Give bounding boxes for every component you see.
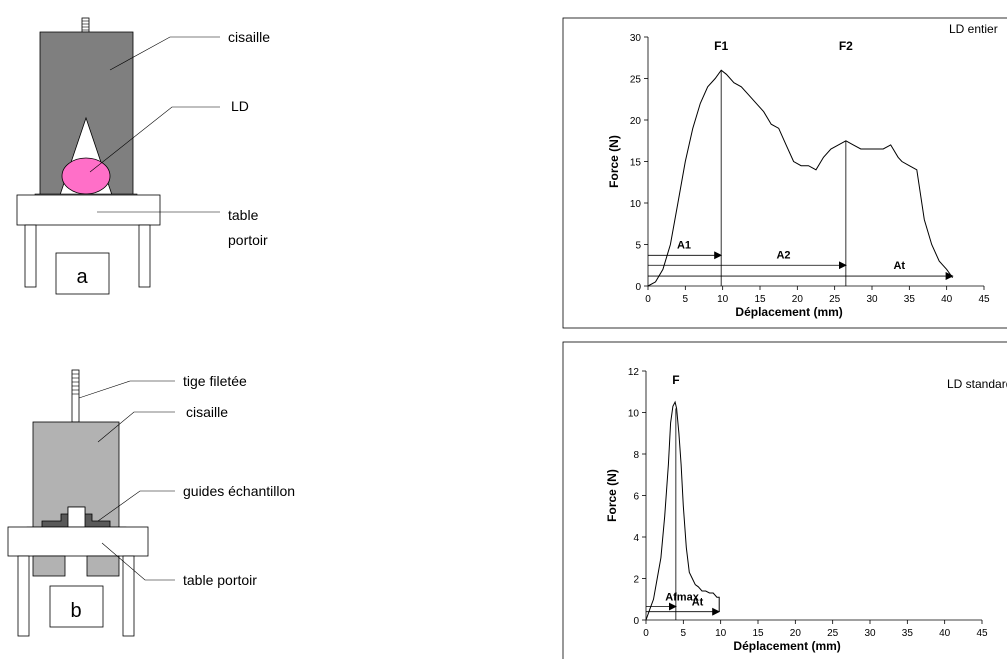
x-tick-label: 45: [976, 628, 988, 639]
x-tick-label: 20: [790, 628, 802, 639]
chart-ld-standardise: 0 2 4 6 8 10 12 0 5 10 15 20 25 30 35 40 45 Déplacement (…: [562, 341, 1007, 663]
y-tick-label: 0: [633, 616, 639, 627]
x-tick-label: 40: [941, 294, 953, 305]
arrow-label: At: [692, 597, 704, 609]
x-tick-label: 25: [829, 294, 841, 305]
y-axis-label: Force (N): [607, 135, 621, 188]
x-tick-label: 30: [864, 628, 876, 639]
chart-frame: [562, 17, 1007, 329]
y-tick-label: 0: [635, 282, 641, 293]
marker-label: F1: [714, 39, 728, 53]
label-ld-a: LD: [231, 98, 249, 114]
threaded-rod-b: [71, 369, 80, 423]
blade-lower-left-b: [32, 555, 66, 577]
panel-label-a: a: [76, 266, 88, 288]
x-tick-label: 25: [827, 628, 839, 639]
x-tick-label: 35: [904, 294, 916, 305]
x-tick-label: 0: [643, 628, 649, 639]
x-tick-label: 15: [754, 294, 766, 305]
marker-label: F2: [839, 39, 853, 53]
label-guides-b: guides échantillon: [183, 483, 295, 499]
leader-tige-b: [78, 380, 175, 399]
chart-title: LD standardise: [947, 377, 1007, 391]
table-leg-right-b: [122, 555, 135, 637]
arrow-label: Afmax: [665, 592, 700, 604]
chart-frame: [562, 341, 1007, 663]
leader-guides-b: [97, 490, 175, 522]
x-tick-label: 35: [902, 628, 914, 639]
y-tick-label: 10: [628, 409, 640, 420]
y-tick-label: 15: [630, 158, 642, 169]
x-tick-label: 5: [683, 294, 689, 305]
x-tick-label: 10: [717, 294, 729, 305]
label-cisaille-a: cisaille: [228, 29, 270, 45]
y-tick-label: 10: [630, 199, 642, 210]
x-tick-label: 20: [792, 294, 804, 305]
x-tick-label: 0: [645, 294, 651, 305]
threaded-rod-a: [81, 17, 90, 33]
sample-ld-ellipse: [61, 157, 111, 195]
y-tick-label: 30: [630, 33, 642, 44]
diagram-a: a cisaille LD table portoir: [16, 17, 270, 295]
chart-title: LD entier: [949, 22, 998, 36]
sample-block-b: [67, 506, 86, 529]
chart-ld-entier: 0 5 10 15 20 25 30 0 5 10 15 20 25 30 35 40 45 Déplacemen…: [562, 17, 1007, 329]
y-tick-label: 4: [633, 533, 639, 544]
table-leg-right-a: [138, 224, 151, 288]
y-tick-label: 2: [633, 575, 639, 586]
arrow-label: A1: [677, 239, 691, 251]
y-axis-label: Force (N): [605, 469, 619, 522]
marker-label: F: [672, 373, 679, 387]
series-line: [647, 69, 954, 287]
x-tick-label: 5: [681, 628, 687, 639]
x-axis-label: Déplacement (mm): [733, 639, 840, 653]
label-tige-b: tige filetée: [183, 373, 247, 389]
leader-cisaille-a: [109, 36, 220, 71]
table-top-b: [7, 526, 149, 557]
panel-label-box-b: [49, 585, 104, 628]
y-tick-label: 25: [630, 75, 642, 86]
x-tick-label: 15: [752, 628, 764, 639]
blade-lower-right-b: [86, 555, 120, 577]
label-table-b: table portoir: [183, 572, 257, 588]
arrow-label: At: [893, 260, 905, 272]
leader-table-b: [101, 542, 175, 581]
table-leg-left-b: [17, 555, 30, 637]
x-tick-label: 40: [939, 628, 951, 639]
y-tick-label: 20: [630, 116, 642, 127]
label-table-a-1: table: [228, 207, 259, 223]
x-axis-label: Déplacement (mm): [735, 305, 842, 319]
panel-label-box-a: [55, 252, 110, 295]
arrow-label: A2: [776, 249, 790, 261]
leader-ld-a: [89, 106, 220, 173]
y-tick-label: 8: [633, 450, 639, 461]
panel-label-b: b: [70, 600, 81, 622]
x-tick-label: 30: [866, 294, 878, 305]
y-tick-label: 6: [633, 492, 639, 503]
x-tick-label: 45: [978, 294, 990, 305]
y-tick-label: 5: [635, 241, 641, 252]
table-top-a: [16, 194, 161, 226]
y-tick-label: 12: [628, 367, 640, 378]
series-line: [645, 400, 720, 621]
label-cisaille-b: cisaille: [186, 404, 228, 420]
table-leg-left-a: [24, 224, 37, 288]
x-tick-label: 10: [715, 628, 727, 639]
label-table-a-2: portoir: [228, 232, 268, 248]
leader-cisaille-b: [97, 411, 175, 443]
diagram-b: b tige filetée cisaille guides échantill…: [7, 369, 295, 637]
